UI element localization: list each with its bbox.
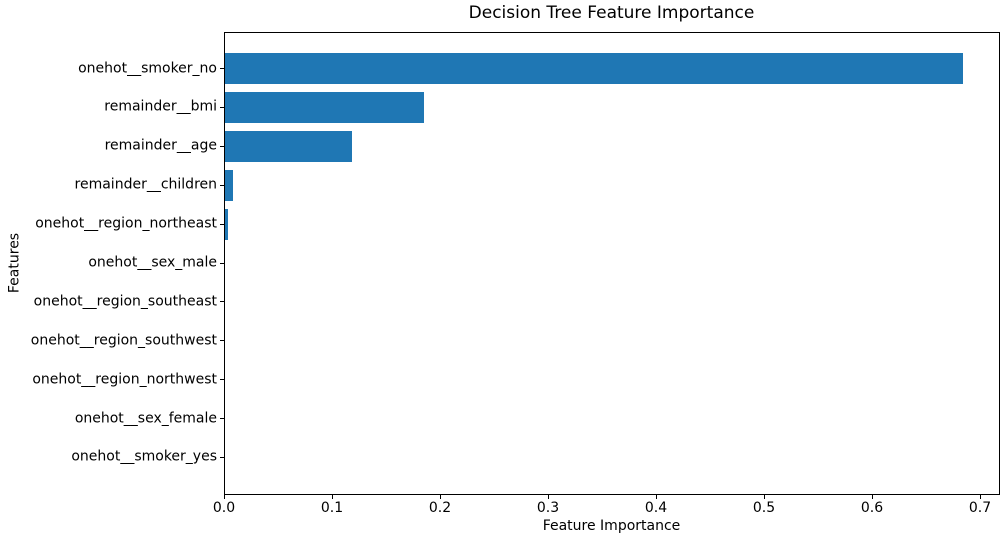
y-tick-mark bbox=[220, 184, 224, 186]
bar-onehot__smoker_no bbox=[225, 53, 963, 85]
x-tick-mark bbox=[979, 495, 981, 499]
y-tick-label: onehot__sex_male bbox=[88, 254, 217, 271]
y-tick-label: onehot__region_southeast bbox=[33, 293, 217, 310]
x-tick-mark bbox=[547, 495, 549, 499]
y-tick-mark bbox=[220, 262, 224, 264]
bar-remainder__bmi bbox=[225, 91, 424, 123]
y-tick-label: onehot__region_northwest bbox=[32, 371, 217, 388]
y-tick-label: remainder__bmi bbox=[104, 98, 217, 115]
x-tick-label: 0.4 bbox=[644, 500, 668, 516]
y-tick-mark bbox=[220, 145, 224, 147]
x-tick-label: 0.5 bbox=[752, 500, 776, 516]
y-tick-mark bbox=[220, 301, 224, 303]
y-tick-label: remainder__age bbox=[104, 137, 217, 154]
chart-title: Decision Tree Feature Importance bbox=[468, 3, 755, 23]
bar-onehot__region_northeast bbox=[225, 208, 229, 240]
x-tick-label: 0.0 bbox=[212, 500, 236, 516]
x-tick-mark bbox=[439, 495, 441, 499]
x-tick-mark bbox=[763, 495, 765, 499]
x-tick-label: 0.3 bbox=[536, 500, 560, 516]
y-tick-label: onehot__smoker_no bbox=[78, 60, 217, 77]
y-tick-label: onehot__region_northeast bbox=[35, 215, 217, 232]
x-tick-mark bbox=[331, 495, 333, 499]
y-tick-mark bbox=[220, 340, 224, 342]
x-tick-label: 0.7 bbox=[968, 500, 992, 516]
y-tick-label: onehot__smoker_yes bbox=[71, 448, 217, 465]
y-tick-label: onehot__sex_female bbox=[74, 410, 217, 427]
y-tick-mark bbox=[220, 456, 224, 458]
plot-area bbox=[225, 32, 1000, 494]
x-tick-label: 0.6 bbox=[860, 500, 884, 516]
x-axis-label: Feature Importance bbox=[542, 518, 681, 534]
x-tick-mark bbox=[871, 495, 873, 499]
y-tick-mark bbox=[220, 418, 224, 420]
x-tick-label: 0.1 bbox=[320, 500, 344, 516]
bar-remainder__children bbox=[225, 169, 233, 201]
x-tick-mark bbox=[224, 495, 225, 499]
y-tick-label: remainder__children bbox=[74, 176, 217, 193]
y-axis-label: Features bbox=[6, 232, 23, 294]
x-tick-mark bbox=[655, 495, 657, 499]
bar-remainder__age bbox=[225, 130, 353, 162]
y-tick-label: onehot__region_southwest bbox=[30, 332, 217, 349]
x-tick-label: 0.2 bbox=[428, 500, 452, 516]
y-tick-mark bbox=[220, 223, 224, 225]
y-tick-mark bbox=[220, 379, 224, 381]
y-tick-mark bbox=[220, 106, 224, 108]
y-tick-mark bbox=[220, 68, 224, 70]
